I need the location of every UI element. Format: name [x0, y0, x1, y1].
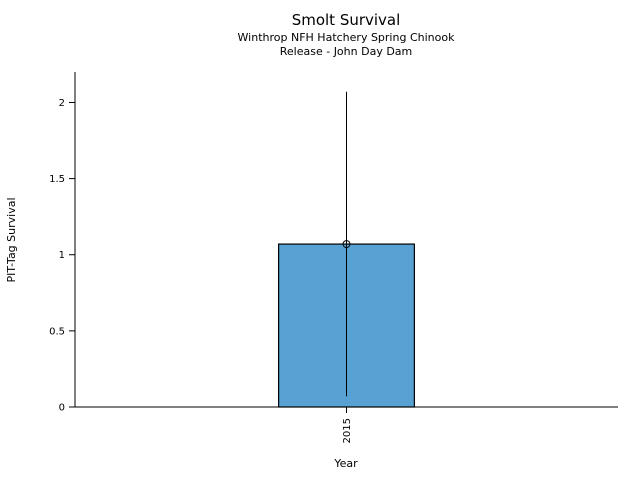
- y-tick-label: 2: [59, 98, 65, 109]
- y-tick-label: 0: [59, 403, 65, 414]
- plot-area: 0 0.5 1 1.5 2 2015: [49, 72, 618, 443]
- chart-title: Smolt Survival: [292, 11, 401, 29]
- y-tick-label: 1.5: [49, 174, 65, 185]
- y-tick-label: 1: [59, 250, 65, 261]
- chart-subtitle-line1: Winthrop NFH Hatchery Spring Chinook: [238, 31, 456, 44]
- x-tick-label: 2015: [342, 418, 353, 443]
- y-tick-label: 0.5: [49, 326, 65, 337]
- chart-subtitle-line2: Release - John Day Dam: [280, 45, 413, 58]
- y-axis-label: PIT-Tag Survival: [5, 197, 18, 282]
- point-marker-2015: [342, 240, 351, 249]
- x-axis-label: Year: [333, 457, 358, 470]
